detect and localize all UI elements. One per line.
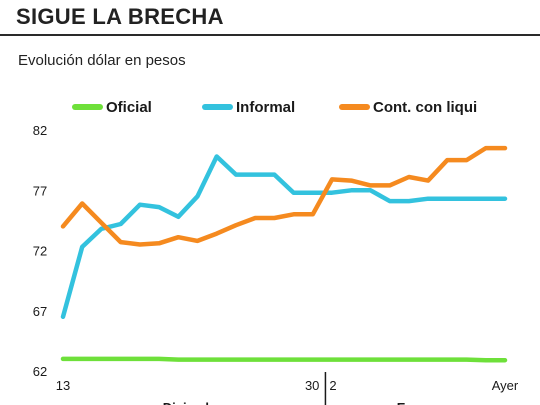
- series-line-3: [60, 145, 508, 247]
- y-tick-label-62: 62: [33, 364, 47, 379]
- title-rule: [0, 34, 540, 36]
- series-line-1: [60, 356, 508, 363]
- x-tick-label-4: Ayer: [492, 378, 519, 393]
- y-tick-label-77: 77: [33, 183, 47, 198]
- month-label-2: Enero: [397, 400, 434, 405]
- legend-label-3: Cont. con liqui: [373, 99, 477, 116]
- chart-title: SIGUE LA BRECHA: [16, 4, 224, 29]
- x-tick-label-2: 30: [305, 378, 319, 393]
- chart-subtitle: Evolución dólar en pesos: [18, 52, 186, 69]
- series-line-2: [60, 154, 508, 320]
- y-tick-label-67: 67: [33, 304, 47, 319]
- y-tick-label-72: 72: [33, 244, 47, 259]
- y-tick-label-82: 82: [33, 123, 47, 138]
- legend-label-2: Informal: [236, 99, 295, 116]
- legend-label-1: Oficial: [106, 99, 152, 116]
- month-label-1: Diciembre: [163, 400, 226, 405]
- x-tick-label-3: 2: [329, 378, 336, 393]
- x-tick-label-1: 13: [56, 378, 70, 393]
